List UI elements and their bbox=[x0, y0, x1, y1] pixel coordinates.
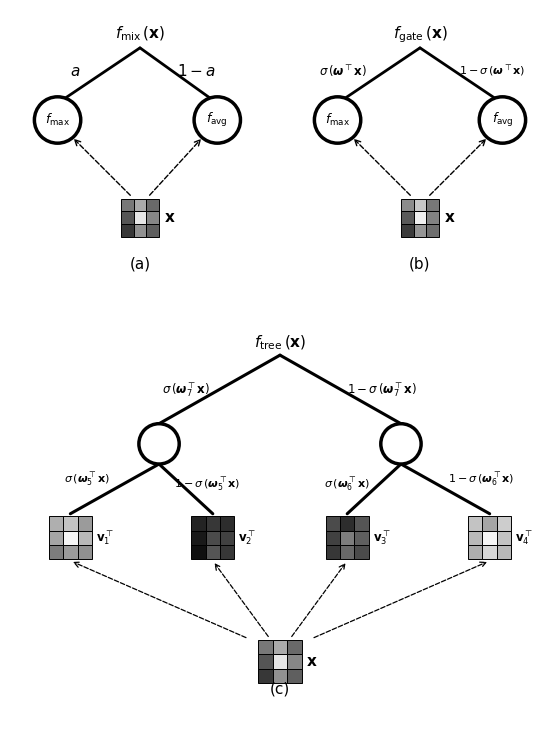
Bar bbox=[468, 517, 483, 531]
Text: $\mathbf{x}$: $\mathbf{x}$ bbox=[306, 654, 317, 669]
Bar bbox=[77, 545, 92, 559]
Bar bbox=[340, 531, 354, 545]
Text: $f_{\mathrm{gate}}\,(\mathbf{x})$: $f_{\mathrm{gate}}\,(\mathbf{x})$ bbox=[393, 24, 447, 45]
Bar bbox=[259, 655, 273, 669]
Text: $1-\sigma\,(\boldsymbol{\omega}^{\top}_5\mathbf{x})$: $1-\sigma\,(\boldsymbol{\omega}^{\top}_5… bbox=[174, 475, 241, 493]
Text: $\sigma\,(\boldsymbol{\omega}^{\top}_6\mathbf{x})$: $\sigma\,(\boldsymbol{\omega}^{\top}_6\m… bbox=[324, 475, 370, 493]
Text: $f_{\mathrm{tree}}\,(\mathbf{x})$: $f_{\mathrm{tree}}\,(\mathbf{x})$ bbox=[254, 334, 306, 352]
Bar bbox=[287, 640, 301, 655]
Bar bbox=[426, 224, 439, 237]
Bar bbox=[483, 545, 497, 559]
Text: $\mathbf{v}^{\top}_3$: $\mathbf{v}^{\top}_3$ bbox=[373, 528, 391, 548]
Text: $\sigma\,(\boldsymbol{\omega}^{\top}\mathbf{x})$: $\sigma\,(\boldsymbol{\omega}^{\top}\mat… bbox=[319, 63, 367, 79]
Text: $f_{\mathrm{mix}}\,(\mathbf{x})$: $f_{\mathrm{mix}}\,(\mathbf{x})$ bbox=[115, 24, 165, 43]
Bar bbox=[273, 669, 287, 683]
Text: $1-a$: $1-a$ bbox=[178, 63, 216, 79]
Circle shape bbox=[479, 97, 526, 143]
Bar bbox=[192, 517, 206, 531]
Text: $\sigma\,(\boldsymbol{\omega}^{\top}_5\mathbf{x})$: $\sigma\,(\boldsymbol{\omega}^{\top}_5\m… bbox=[64, 470, 109, 488]
Bar bbox=[192, 545, 206, 559]
Bar bbox=[483, 517, 497, 531]
Bar bbox=[63, 531, 77, 545]
Bar bbox=[121, 224, 134, 237]
Bar bbox=[63, 517, 77, 531]
Bar bbox=[483, 531, 497, 545]
Bar bbox=[220, 517, 234, 531]
Bar bbox=[287, 669, 301, 683]
Bar bbox=[206, 545, 220, 559]
Bar bbox=[400, 212, 413, 224]
Bar bbox=[497, 545, 511, 559]
Bar bbox=[63, 545, 77, 559]
Text: $f_{\mathrm{max}}$: $f_{\mathrm{max}}$ bbox=[45, 112, 70, 128]
Bar bbox=[206, 517, 220, 531]
Bar bbox=[134, 212, 147, 224]
Text: $1-\sigma\,(\boldsymbol{\omega}^{\top}_7\mathbf{x})$: $1-\sigma\,(\boldsymbol{\omega}^{\top}_7… bbox=[347, 381, 417, 399]
Bar bbox=[273, 640, 287, 655]
Bar bbox=[326, 545, 340, 559]
Bar bbox=[259, 640, 273, 655]
Bar bbox=[340, 545, 354, 559]
Bar bbox=[426, 212, 439, 224]
Bar bbox=[354, 545, 368, 559]
Bar bbox=[259, 669, 273, 683]
Bar bbox=[400, 224, 413, 237]
Bar bbox=[413, 224, 426, 237]
Bar bbox=[468, 545, 483, 559]
Text: $1-\sigma\,(\boldsymbol{\omega}^{\top}\mathbf{x})$: $1-\sigma\,(\boldsymbol{\omega}^{\top}\m… bbox=[459, 63, 525, 78]
Bar bbox=[77, 531, 92, 545]
Text: (c): (c) bbox=[270, 681, 290, 697]
Bar bbox=[49, 531, 63, 545]
Text: $\mathbf{v}^{\top}_1$: $\mathbf{v}^{\top}_1$ bbox=[96, 528, 114, 548]
Bar bbox=[134, 224, 147, 237]
Text: (a): (a) bbox=[129, 257, 151, 272]
Bar bbox=[413, 199, 426, 212]
Bar bbox=[147, 212, 160, 224]
Circle shape bbox=[139, 424, 179, 464]
Bar bbox=[426, 199, 439, 212]
Bar bbox=[121, 199, 134, 212]
Bar bbox=[400, 199, 413, 212]
Bar bbox=[206, 531, 220, 545]
Bar bbox=[287, 655, 301, 669]
Bar bbox=[413, 212, 426, 224]
Text: (b): (b) bbox=[409, 257, 431, 272]
Circle shape bbox=[314, 97, 361, 143]
Bar bbox=[326, 517, 340, 531]
Text: $\mathbf{x}$: $\mathbf{x}$ bbox=[165, 210, 176, 225]
Text: $f_{\mathrm{max}}$: $f_{\mathrm{max}}$ bbox=[325, 112, 350, 128]
Bar bbox=[340, 517, 354, 531]
Bar bbox=[49, 545, 63, 559]
Bar bbox=[121, 212, 134, 224]
Text: $f_{\mathrm{avg}}$: $f_{\mathrm{avg}}$ bbox=[492, 111, 514, 129]
Circle shape bbox=[34, 97, 81, 143]
Bar bbox=[220, 531, 234, 545]
Bar bbox=[354, 531, 368, 545]
Bar bbox=[497, 517, 511, 531]
Bar bbox=[134, 199, 147, 212]
Bar bbox=[77, 517, 92, 531]
Circle shape bbox=[381, 424, 421, 464]
Bar bbox=[147, 224, 160, 237]
Bar bbox=[273, 655, 287, 669]
Text: $a$: $a$ bbox=[71, 63, 81, 78]
Bar bbox=[220, 545, 234, 559]
Bar bbox=[497, 531, 511, 545]
Text: $1-\sigma\,(\boldsymbol{\omega}^{\top}_6\mathbf{x})$: $1-\sigma\,(\boldsymbol{\omega}^{\top}_6… bbox=[449, 470, 515, 488]
Text: $\mathbf{v}^{\top}_4$: $\mathbf{v}^{\top}_4$ bbox=[515, 528, 533, 548]
Bar bbox=[192, 531, 206, 545]
Bar bbox=[468, 531, 483, 545]
Bar bbox=[326, 531, 340, 545]
Text: $\sigma\,(\boldsymbol{\omega}^{\top}_7\mathbf{x})$: $\sigma\,(\boldsymbol{\omega}^{\top}_7\m… bbox=[162, 381, 210, 399]
Bar bbox=[354, 517, 368, 531]
Bar bbox=[147, 199, 160, 212]
Text: $\mathbf{x}$: $\mathbf{x}$ bbox=[445, 210, 456, 225]
Text: $\mathbf{v}^{\top}_2$: $\mathbf{v}^{\top}_2$ bbox=[239, 528, 256, 548]
Bar bbox=[49, 517, 63, 531]
Circle shape bbox=[194, 97, 240, 143]
Text: $f_{\mathrm{avg}}$: $f_{\mathrm{avg}}$ bbox=[207, 111, 228, 129]
